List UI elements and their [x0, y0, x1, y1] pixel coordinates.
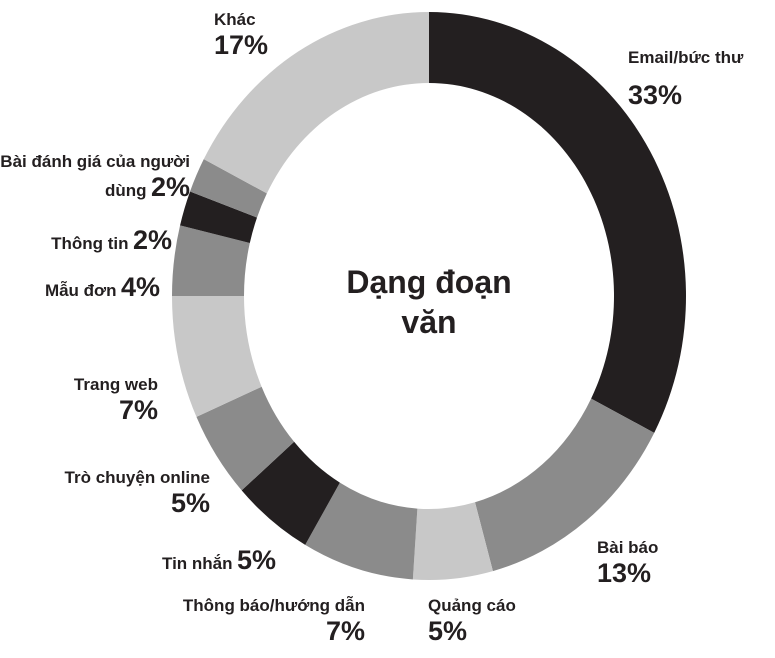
slice	[172, 225, 250, 296]
slice	[180, 191, 257, 244]
slice	[305, 482, 418, 580]
slice	[190, 159, 267, 218]
slice-label: Khác 17%	[214, 10, 268, 61]
value-label: 5%	[428, 615, 468, 646]
category-label: Khác	[214, 10, 256, 29]
slice-label: Bài báo 13%	[597, 538, 658, 589]
slice-label: Trang web 7%	[74, 375, 158, 426]
category-label: Thông báo/hướng dẫn	[182, 596, 365, 615]
category-label: Mẫu đơn	[44, 281, 117, 300]
category-label: Bài báo	[597, 538, 659, 557]
slice	[241, 441, 340, 545]
slice	[172, 296, 262, 417]
value-label: 17%	[214, 29, 269, 60]
slice	[203, 12, 429, 194]
value-label: 4%	[120, 272, 160, 302]
value-label: 7%	[325, 615, 365, 646]
value-label: 7%	[118, 394, 158, 425]
center-title: Dạng đoạn văn	[346, 264, 512, 340]
slice-label: Thông báo/hướng dẫn 7%	[183, 596, 365, 647]
category-label: Quảng cáo	[428, 596, 516, 615]
category-label: Trò chuyện online	[64, 468, 210, 487]
slice-label: Email/bức thư 33%	[628, 48, 743, 111]
value-label: 5%	[170, 487, 210, 518]
slice	[412, 502, 493, 580]
slice-label: Thông tin 2%	[51, 225, 172, 256]
slice-label: Bài đánh giá của người dùng 2%	[0, 152, 190, 203]
value-label: 2%	[132, 225, 172, 255]
slice-label: Mẫu đơn 4%	[45, 272, 160, 303]
category-label: Thông tin	[51, 234, 129, 253]
value-label: 13%	[597, 557, 652, 588]
slice	[475, 398, 655, 572]
value-label: 33%	[628, 79, 683, 110]
slice-label: Quảng cáo 5%	[428, 596, 516, 647]
value-label: 2%	[150, 172, 190, 203]
category-label: Tin nhắn	[162, 554, 233, 573]
slice	[196, 386, 295, 491]
category-label: Bài đánh giá của người dùng	[0, 152, 190, 201]
slice	[429, 12, 686, 433]
category-label: Email/bức thư	[628, 48, 744, 67]
slice-label: Trò chuyện online 5%	[65, 468, 210, 519]
slice-label: Tin nhắn 5%	[162, 545, 276, 576]
category-label: Trang web	[73, 375, 158, 394]
value-label: 5%	[236, 545, 276, 575]
